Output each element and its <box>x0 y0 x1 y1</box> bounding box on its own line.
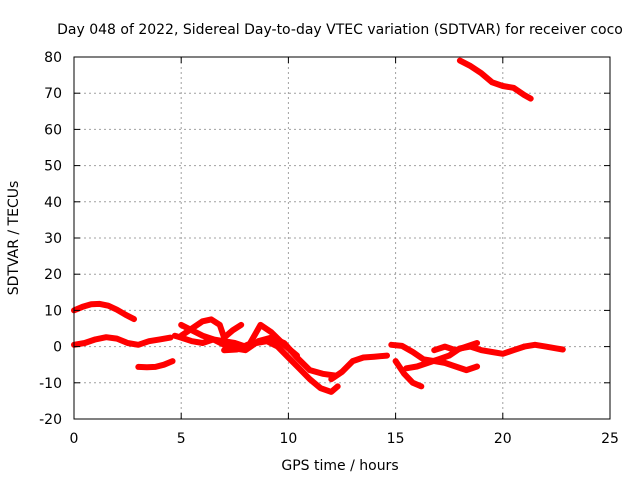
y-tick-label: -20 <box>39 412 62 428</box>
series-line-track-7 <box>221 321 300 359</box>
series-line-track-10 <box>392 358 425 390</box>
series-line-track-6 <box>178 316 245 341</box>
series-line-track-3 <box>135 358 176 371</box>
series-line-track-13 <box>521 341 566 353</box>
series-line-track-12 <box>431 340 481 354</box>
series-line-track-14 <box>456 57 534 102</box>
y-tick-label: -10 <box>39 376 62 392</box>
x-axis-label: GPS time / hours <box>281 458 398 474</box>
y-tick-label: 20 <box>44 267 62 283</box>
x-tick-label: 10 <box>279 431 297 447</box>
x-tick-label: 25 <box>601 431 619 447</box>
x-tick-label: 15 <box>387 431 405 447</box>
y-tick-label: 40 <box>44 195 62 211</box>
y-tick-label: 70 <box>44 86 62 102</box>
x-tick-label: 5 <box>177 431 186 447</box>
series-line-track-1 <box>71 300 137 323</box>
series-line-track-2 <box>71 334 174 348</box>
y-tick-label: 30 <box>44 231 62 247</box>
y-tick-label: 60 <box>44 122 62 138</box>
y-tick-label: 80 <box>44 50 62 66</box>
y-tick-label: 50 <box>44 159 62 175</box>
y-tick-label: 0 <box>53 340 62 356</box>
series-line-track-8 <box>328 352 390 383</box>
axis-ticks: 0 5 10 15 20 25 -20 -10 0 10 20 30 40 50 60 70 80 <box>39 50 619 447</box>
x-tick-label: 0 <box>70 431 79 447</box>
data-series <box>71 57 566 395</box>
chart-title: Day 048 of 2022, Sidereal Day-to-day VTE… <box>57 22 623 38</box>
y-axis-label: SDTVAR / TECUs <box>6 181 22 296</box>
x-tick-label: 20 <box>494 431 512 447</box>
y-tick-label: 10 <box>44 303 62 319</box>
